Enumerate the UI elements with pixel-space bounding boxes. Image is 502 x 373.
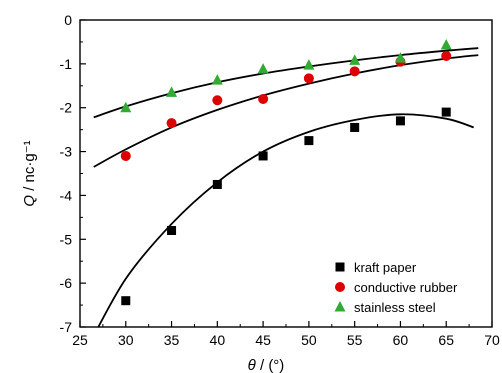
point-conductive-rubber (349, 66, 360, 77)
point-kraft-paper (212, 179, 222, 189)
x-tick-label: 60 (393, 332, 409, 348)
fit-lines (93, 47, 479, 327)
point-conductive-rubber (303, 73, 314, 84)
legend-label-kraft-paper: kraft paper (354, 260, 417, 275)
fit-line-kraft-paper (97, 113, 474, 327)
legend: kraft paper conductive rubber stainless st… (334, 260, 458, 315)
legend-marker-kraft-paper (335, 262, 345, 272)
y-tick-label: -5 (60, 231, 73, 247)
x-tick-label: 30 (118, 332, 134, 348)
y-tick-label: -6 (60, 275, 73, 291)
x-axis-unit: / (°) (256, 357, 285, 373)
fit-line-stainless-steel (93, 47, 479, 119)
point-stainless-steel (349, 54, 361, 65)
legend-label-conductive-rubber: conductive rubber (354, 280, 458, 295)
point-kraft-paper (258, 151, 268, 161)
point-conductive-rubber (120, 150, 131, 161)
y-axis-unit: / nc·g⁻¹ (21, 140, 38, 195)
x-tick-label: 35 (164, 332, 180, 348)
point-kraft-paper (121, 296, 131, 306)
x-tick-label: 50 (301, 332, 317, 348)
x-tick-label: 45 (255, 332, 271, 348)
y-axis-symbol: Q (21, 195, 38, 207)
point-stainless-steel (120, 101, 132, 113)
point-conductive-rubber (441, 50, 452, 61)
y-tick-label: -2 (60, 100, 73, 116)
x-tick-label: 65 (438, 332, 454, 348)
y-tick-label: -7 (60, 319, 73, 335)
point-conductive-rubber (166, 118, 177, 129)
data-points (120, 38, 452, 306)
point-conductive-rubber (258, 93, 269, 104)
point-kraft-paper (304, 136, 314, 146)
point-kraft-paper (395, 116, 405, 126)
x-tick-label: 55 (347, 332, 363, 348)
y-tick-label: -1 (60, 56, 73, 72)
x-tick-label: 70 (484, 332, 500, 348)
point-stainless-steel (166, 86, 178, 97)
legend-marker-conductive-rubber (335, 282, 345, 292)
y-tick-label: -4 (60, 187, 73, 203)
y-tick-label: -3 (60, 144, 73, 160)
axes: 25 30 35 40 45 50 55 60 65 70 0 -1 -2 -3 -4 -5 -6 -7 θ / (… (21, 12, 500, 373)
x-axis-symbol: θ (248, 357, 256, 373)
point-stainless-steel (440, 38, 452, 50)
y-tick-label: 0 (64, 12, 72, 28)
point-stainless-steel (211, 74, 223, 85)
x-tick-label: 40 (210, 332, 226, 348)
point-stainless-steel (257, 63, 269, 74)
point-stainless-steel (394, 52, 406, 63)
legend-marker-stainless-steel (334, 301, 346, 312)
fit-line-conductive-rubber (93, 54, 479, 168)
point-kraft-paper (167, 226, 177, 236)
point-stainless-steel (303, 59, 315, 70)
legend-label-stainless-steel: stainless steel (354, 300, 436, 315)
y-axis-label: Q / nc·g⁻¹ (21, 140, 38, 206)
point-conductive-rubber (212, 95, 223, 106)
x-axis-label: θ / (°) (248, 357, 285, 373)
point-kraft-paper (350, 122, 360, 132)
x-tick-label: 25 (72, 332, 88, 348)
point-kraft-paper (441, 107, 451, 117)
